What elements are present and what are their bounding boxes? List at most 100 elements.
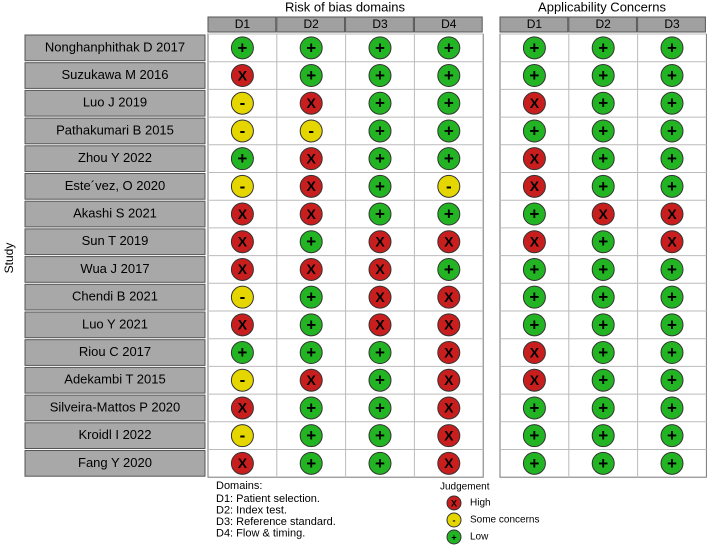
judgement-symbol: + <box>667 288 677 307</box>
study-cell <box>24 311 206 339</box>
study-cell <box>24 422 206 449</box>
judgement-dot <box>522 36 546 60</box>
judgement-symbol: + <box>306 343 316 362</box>
judgement-symbol: X <box>530 372 540 388</box>
column-header <box>345 16 414 33</box>
study-cell <box>24 89 206 117</box>
judgement-symbol: + <box>529 426 539 445</box>
judgement-dot <box>591 119 615 143</box>
study-label: Luo J 2019 <box>83 95 147 110</box>
judgement-symbol: + <box>444 38 454 57</box>
judgement-dot <box>299 202 323 226</box>
judgement-symbol: + <box>529 454 539 473</box>
legend-label: Some concerns <box>470 515 539 526</box>
judgement-dot <box>230 451 254 475</box>
legend-title: Judgement <box>440 482 490 493</box>
judgement-dot <box>368 257 392 281</box>
judgement-dot <box>230 230 254 254</box>
judgement-dot <box>230 424 254 448</box>
judgement-dot <box>660 341 684 365</box>
judgement-dot <box>522 313 546 337</box>
judgement-dot <box>230 64 254 88</box>
study-cell <box>24 117 206 145</box>
judgement-dot <box>299 341 323 365</box>
judgement-symbol: + <box>598 343 608 362</box>
judgement-symbol: + <box>667 315 677 334</box>
judgement-dot <box>230 147 254 171</box>
legend-label: Low <box>470 532 489 543</box>
judgement-dot <box>660 285 684 309</box>
judgement-dot <box>437 91 461 115</box>
judgement-dot <box>437 64 461 88</box>
axis-label: Study <box>2 243 16 274</box>
judgement-symbol: + <box>375 371 385 390</box>
legend-symbol: X <box>451 498 457 508</box>
judgement-dot <box>522 424 546 448</box>
judgement-dot <box>591 285 615 309</box>
judgement-dot <box>230 368 254 392</box>
column-header-label: D4 <box>441 17 457 31</box>
legend-symbol: - <box>453 515 456 525</box>
judgement-symbol: X <box>444 233 454 249</box>
judgement-symbol: + <box>667 121 677 140</box>
judgement-dot <box>660 451 684 475</box>
legend-dot <box>446 529 462 545</box>
judgement-dot <box>522 285 546 309</box>
judgement-dot <box>368 285 392 309</box>
judgement-symbol: X <box>238 206 248 222</box>
judgement-dot <box>299 174 323 198</box>
judgement-symbol: X <box>238 400 248 416</box>
judgement-dot <box>368 202 392 226</box>
judgement-dot <box>660 64 684 88</box>
judgement-symbol: - <box>240 94 246 113</box>
judgement-dot <box>660 174 684 198</box>
judgement-symbol: + <box>598 121 608 140</box>
judgement-symbol: X <box>238 455 248 471</box>
domains-item: D3: Reference standard. <box>216 516 336 528</box>
judgement-dot <box>437 36 461 60</box>
judgement-dot <box>368 147 392 171</box>
judgement-symbol: X <box>307 372 317 388</box>
panel-title: Risk of bias domains <box>285 0 405 14</box>
judgement-dot <box>660 257 684 281</box>
judgement-dot <box>368 230 392 254</box>
judgement-dot <box>660 119 684 143</box>
legend-symbol: + <box>451 532 456 542</box>
judgement-symbol: + <box>598 315 608 334</box>
judgement-dot <box>660 91 684 115</box>
judgement-symbol: + <box>667 66 677 85</box>
judgement-symbol: + <box>306 315 316 334</box>
judgement-dot <box>522 202 546 226</box>
judgement-symbol: + <box>306 232 316 251</box>
judgement-dot <box>368 119 392 143</box>
judgement-symbol: + <box>529 288 539 307</box>
judgement-symbol: - <box>240 177 246 196</box>
column-header-label: D1 <box>235 17 251 31</box>
domains-item: D4: Flow & timing. <box>216 527 305 539</box>
judgement-dot <box>591 424 615 448</box>
judgement-symbol: + <box>667 426 677 445</box>
study-cell <box>24 62 206 89</box>
judgement-symbol: X <box>530 178 540 194</box>
judgement-dot <box>660 313 684 337</box>
judgement-symbol: X <box>667 233 677 249</box>
study-label: Sun T 2019 <box>82 233 149 248</box>
study-label: Suzukawa M 2016 <box>62 67 169 82</box>
judgement-symbol: + <box>444 149 454 168</box>
judgement-dot <box>230 174 254 198</box>
judgement-symbol: X <box>444 372 454 388</box>
judgement-dot <box>299 368 323 392</box>
judgement-dot <box>591 396 615 420</box>
study-label: Fang Y 2020 <box>78 455 152 470</box>
column-header-label: D2 <box>304 17 320 31</box>
judgement-dot <box>660 368 684 392</box>
judgement-dot <box>522 257 546 281</box>
judgement-symbol: + <box>375 121 385 140</box>
study-cell <box>24 200 206 228</box>
judgement-symbol: - <box>240 371 246 390</box>
judgement-symbol: + <box>529 398 539 417</box>
judgement-dot <box>660 202 684 226</box>
judgement-symbol: + <box>237 149 247 168</box>
judgement-symbol: - <box>240 288 246 307</box>
